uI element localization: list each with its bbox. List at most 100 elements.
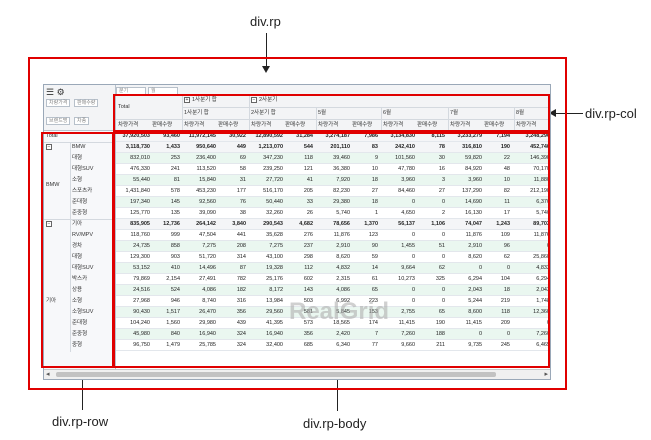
table-cell[interactable]: 0 [411, 298, 415, 304]
table-cell[interactable]: 219 [500, 298, 510, 304]
table-cell[interactable]: 441 [236, 232, 246, 238]
table-cell[interactable]: 51 [438, 243, 445, 249]
table-cell[interactable]: 188 [435, 331, 445, 337]
table-cell[interactable]: 6,465 [536, 342, 550, 348]
table-cell[interactable]: 245 [500, 342, 510, 348]
table-cell[interactable]: 314 [236, 254, 246, 260]
table-cell[interactable]: 11,876 [333, 232, 350, 238]
table-cell[interactable]: 6,294 [536, 276, 550, 282]
table-cell[interactable]: 29,560 [266, 309, 283, 315]
table-cell[interactable]: 8,172 [269, 287, 283, 293]
table-cell[interactable]: 5,244 [468, 298, 482, 304]
table-cell[interactable]: 453,230 [196, 188, 216, 194]
table-cell[interactable]: 950,640 [196, 144, 216, 150]
table-cell[interactable]: 25,785 [199, 342, 216, 348]
row-field-chip-type[interactable]: 차종 [74, 117, 90, 125]
table-cell[interactable]: 17 [503, 210, 510, 216]
table-cell[interactable]: 137,290 [462, 188, 482, 194]
table-cell[interactable]: 2,755 [401, 309, 415, 315]
table-cell[interactable]: 1,479 [166, 342, 180, 348]
table-cell[interactable]: 4,832 [536, 265, 550, 271]
table-cell[interactable]: 276 [303, 232, 313, 238]
table-cell[interactable]: 18 [371, 177, 378, 183]
table-cell[interactable]: 190 [435, 320, 445, 326]
table-cell[interactable]: 29,380 [333, 199, 350, 205]
table-cell[interactable]: 0 [441, 298, 445, 304]
table-cell[interactable]: 602 [303, 276, 313, 282]
table-cell[interactable]: 347,230 [263, 155, 283, 161]
scroll-right-icon[interactable]: ▸ [544, 371, 548, 378]
table-cell[interactable]: 903 [170, 254, 180, 260]
table-cell[interactable]: 2 [441, 210, 445, 216]
table-cell[interactable]: 298 [303, 254, 313, 260]
table-cell[interactable]: 685 [303, 342, 313, 348]
table-cell[interactable]: 84,460 [398, 188, 415, 194]
table-cell[interactable]: 0 [411, 287, 415, 293]
table-cell[interactable]: 3,248,296 [525, 133, 550, 139]
table-cell[interactable]: 1,517 [166, 309, 180, 315]
table-cell[interactable]: 93,460 [163, 133, 180, 139]
table-cell[interactable]: 12,890,592 [255, 133, 283, 139]
table-cell[interactable]: 11 [504, 199, 510, 205]
table-cell[interactable]: 11,415 [465, 320, 482, 326]
row-field-chip-qty[interactable]: 판매수량 [74, 99, 99, 107]
table-cell[interactable]: 2,154 [166, 276, 180, 282]
table-cell[interactable]: 118 [304, 155, 313, 161]
table-cell[interactable]: 26 [306, 210, 313, 216]
table-cell[interactable]: 0 [441, 232, 445, 238]
table-cell[interactable]: 25,860 [533, 254, 550, 260]
table-cell[interactable]: 76 [239, 199, 246, 205]
table-cell[interactable]: 10 [371, 166, 378, 172]
table-cell[interactable]: 27 [438, 188, 445, 194]
menu-icon[interactable]: ☰ [46, 87, 55, 97]
table-cell[interactable]: 89,703 [533, 221, 550, 227]
table-cell[interactable]: 6,294 [468, 276, 482, 282]
table-cell[interactable]: 45,980 [133, 331, 150, 337]
table-cell[interactable]: 47,780 [398, 166, 415, 172]
table-cell[interactable]: 0 [441, 287, 445, 293]
table-cell[interactable]: 27,491 [199, 276, 216, 282]
table-cell[interactable]: 41,395 [266, 320, 283, 326]
table-cell[interactable]: 8,115 [431, 133, 445, 139]
table-cell[interactable]: 4,832 [336, 265, 350, 271]
table-cell[interactable]: 62 [438, 265, 445, 271]
table-cell[interactable]: 14 [371, 265, 378, 271]
table-cell[interactable]: 104 [500, 276, 510, 282]
table-cell[interactable]: 236,400 [196, 155, 216, 161]
table-cell[interactable]: 209 [500, 320, 510, 326]
table-cell[interactable]: 8,620 [468, 254, 482, 260]
table-cell[interactable]: 145 [170, 199, 180, 205]
table-cell[interactable]: 316 [236, 298, 246, 304]
table-cell[interactable]: 0 [506, 331, 510, 337]
table-cell[interactable]: 1,243 [496, 221, 510, 227]
table-cell[interactable]: 153 [368, 309, 378, 315]
table-cell[interactable]: 7,275 [202, 243, 216, 249]
table-cell[interactable]: 4,650 [401, 210, 415, 216]
table-cell[interactable]: 0 [411, 199, 415, 205]
table-cell[interactable]: 30,922 [229, 133, 246, 139]
table-cell[interactable]: 58 [239, 166, 246, 172]
table-cell[interactable]: 50,440 [266, 199, 283, 205]
table-cell[interactable]: 239,250 [263, 166, 283, 172]
table-cell[interactable]: 2,420 [336, 331, 350, 337]
table-cell[interactable]: 31,284 [296, 133, 313, 139]
table-cell[interactable]: 3,960 [401, 177, 415, 183]
table-cell[interactable]: 74,047 [465, 221, 482, 227]
table-cell[interactable]: 6,992 [336, 298, 350, 304]
table-cell[interactable]: 0 [411, 232, 415, 238]
table-cell[interactable]: 1,106 [431, 221, 445, 227]
table-cell[interactable]: 0 [411, 254, 415, 260]
table-cell[interactable]: 104,240 [130, 320, 150, 326]
table-cell[interactable]: 2,043 [536, 287, 550, 293]
table-cell[interactable]: 5,740 [536, 210, 550, 216]
table-cell[interactable]: 253 [170, 155, 180, 161]
table-cell[interactable]: 264,142 [196, 221, 216, 227]
table-cell[interactable]: 32,400 [266, 342, 283, 348]
table-cell[interactable]: 11,876 [465, 232, 482, 238]
table-cell[interactable]: 90 [371, 243, 378, 249]
table-cell[interactable]: 24,735 [133, 243, 150, 249]
table-cell[interactable]: 201,110 [330, 144, 350, 150]
table-cell[interactable]: 43,100 [266, 254, 283, 260]
table-cell[interactable]: 96 [503, 243, 510, 249]
table-cell[interactable]: 1,748 [536, 298, 550, 304]
